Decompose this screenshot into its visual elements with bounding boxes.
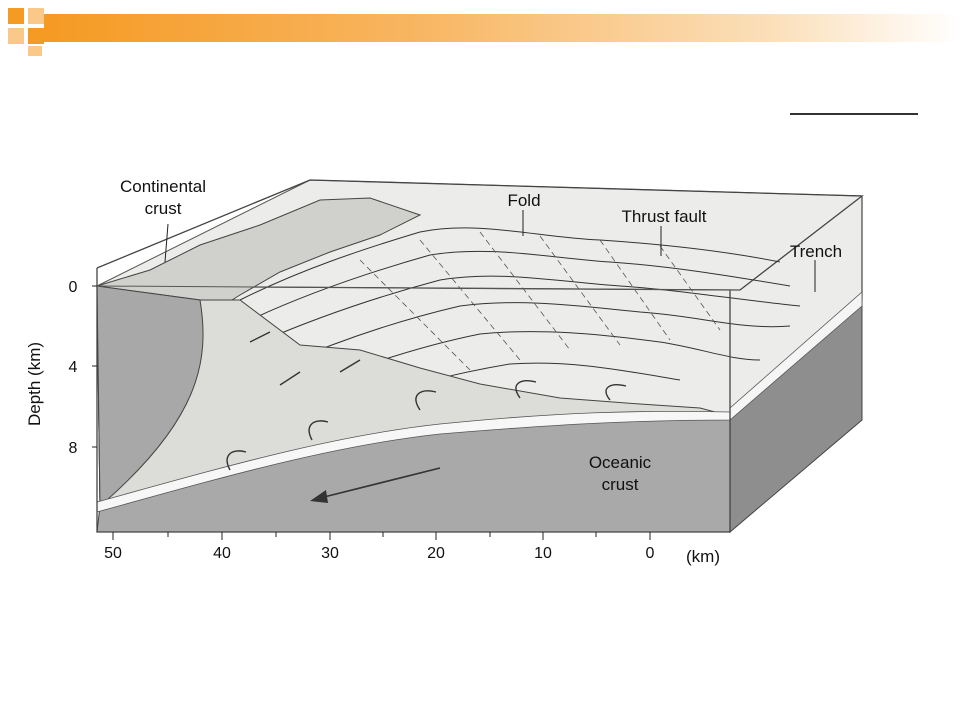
depth-axis-title: Depth (km) (25, 342, 44, 426)
distance-axis-unit: (km) (686, 547, 720, 566)
distance-axis: 50 40 30 20 10 0 (km) (104, 532, 720, 566)
distance-tick-20: 20 (427, 545, 445, 562)
continental-crust-section (96, 285, 204, 508)
wedge-flow-arrows (226, 331, 627, 471)
distance-tick-0: 0 (646, 545, 655, 562)
depth-axis: 0 4 8 Depth (km) (25, 279, 97, 457)
distance-tick-30: 30 (321, 545, 339, 562)
depth-tick-4: 4 (69, 359, 78, 376)
deco-square-2 (28, 8, 44, 24)
oceanic-crust-label-2: crust (602, 475, 639, 494)
distance-tick-10: 10 (534, 545, 552, 562)
slide-header-bar (44, 14, 960, 42)
distance-tick-50: 50 (104, 545, 122, 562)
oceanic-crust-label-1: Oceanic (589, 453, 652, 472)
fold-label: Fold (507, 191, 540, 210)
subduction-arrow (310, 467, 441, 503)
distance-tick-40: 40 (213, 545, 231, 562)
depth-tick-0: 0 (69, 279, 78, 296)
leader-lines (164, 210, 816, 292)
deco-square-5 (28, 46, 42, 56)
sea-level-line (96, 285, 741, 291)
block-front-outline (96, 268, 731, 533)
deco-square-3 (8, 28, 24, 44)
thrust-fault-label: Thrust fault (621, 207, 706, 226)
deco-square-4 (28, 28, 44, 44)
continental-crust-label-1: Continental (120, 177, 206, 196)
header-rule (790, 113, 918, 115)
depth-tick-8: 8 (69, 440, 78, 457)
deco-square-1 (8, 8, 24, 24)
thrust-fault-lines (359, 231, 721, 371)
trench-label: Trench (790, 242, 842, 261)
continental-crust-label-2: crust (145, 199, 182, 218)
